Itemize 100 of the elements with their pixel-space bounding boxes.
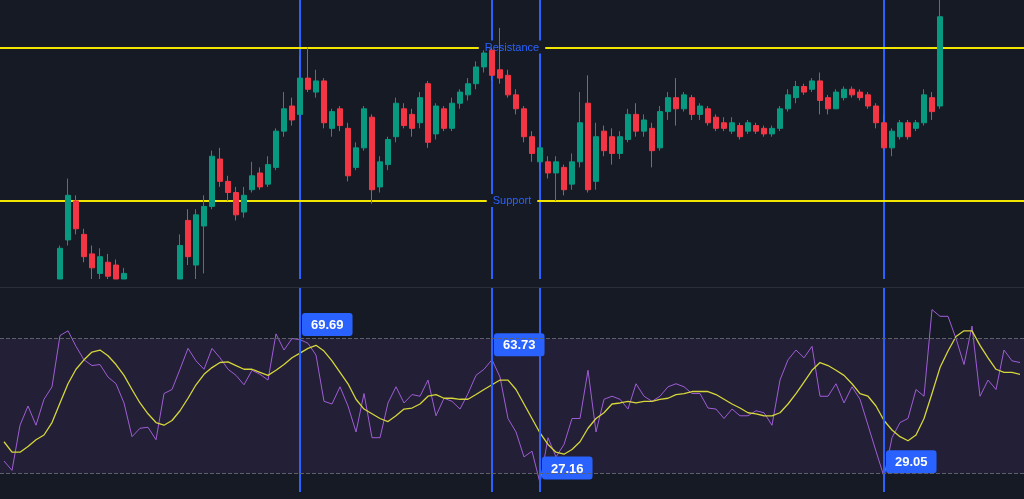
candlestick — [241, 186, 247, 219]
candlestick — [713, 113, 719, 132]
candlestick — [913, 119, 919, 132]
candlestick — [729, 116, 735, 135]
candlestick — [313, 69, 319, 99]
candlestick — [305, 46, 311, 93]
candlestick — [417, 91, 423, 129]
candlestick — [745, 119, 751, 135]
candlestick — [545, 155, 551, 180]
candlestick — [377, 155, 383, 194]
candlestick — [433, 102, 439, 140]
candlestick — [249, 161, 255, 194]
candlestick — [473, 60, 479, 90]
candlestick — [937, 0, 943, 110]
candlestick — [297, 55, 303, 118]
candlestick — [273, 127, 279, 171]
candlestick — [97, 247, 103, 280]
candlestick — [633, 102, 639, 138]
candlestick — [505, 69, 511, 99]
candlestick — [833, 88, 839, 110]
candlestick — [785, 88, 791, 113]
candlestick — [225, 175, 231, 202]
candlestick — [897, 119, 903, 140]
candlestick — [89, 245, 95, 280]
candlestick — [873, 102, 879, 129]
candlestick — [641, 113, 647, 138]
candlestick — [233, 186, 239, 221]
candlestick — [201, 194, 207, 274]
candlestick — [209, 150, 215, 210]
candlestick — [481, 49, 487, 74]
candlestick — [681, 91, 687, 113]
candlestick — [761, 125, 767, 138]
candlestick — [265, 155, 271, 188]
candlestick — [401, 102, 407, 129]
candlestick — [553, 155, 559, 202]
candlestick — [809, 77, 815, 93]
candlestick — [105, 253, 111, 280]
ref-line-label: Support — [492, 194, 532, 207]
candlestick — [65, 178, 71, 247]
candlestick — [441, 105, 447, 132]
candlestick — [857, 88, 863, 101]
candlestick — [81, 228, 87, 263]
candlestick — [193, 208, 199, 280]
candlestick — [849, 85, 855, 99]
candlestick — [689, 94, 695, 121]
candlestick — [753, 122, 759, 135]
candlestick — [697, 102, 703, 121]
candlestick — [113, 258, 119, 280]
candlestick — [793, 80, 799, 104]
candlestick — [817, 72, 823, 115]
candlestick — [177, 233, 183, 280]
candlestick — [593, 122, 599, 191]
candlestick — [465, 77, 471, 101]
candlestick — [841, 85, 847, 101]
candlestick — [121, 267, 127, 280]
candlestick — [321, 77, 327, 129]
candlestick — [457, 88, 463, 110]
candlestick — [649, 122, 655, 168]
candlestick — [217, 147, 223, 188]
candlestick — [769, 125, 775, 138]
candlestick — [609, 127, 615, 166]
data-label: 29.05 — [895, 454, 928, 470]
candlestick — [905, 119, 911, 140]
candlestick — [185, 208, 191, 266]
candlestick — [569, 152, 575, 191]
candlestick — [449, 97, 455, 132]
candlestick — [625, 108, 631, 143]
candlestick — [665, 91, 671, 121]
candlestick — [257, 166, 263, 191]
candlestick — [409, 108, 415, 138]
candlestick — [425, 80, 431, 149]
candlestick — [577, 91, 583, 168]
candlestick — [881, 113, 887, 152]
candlestick — [289, 97, 295, 127]
data-label: 69.69 — [311, 317, 344, 333]
candlestick — [673, 77, 679, 127]
candlestick — [537, 141, 543, 171]
candlestick — [73, 194, 79, 235]
candlestick — [921, 88, 927, 127]
candlestick — [929, 91, 935, 121]
candlestick — [385, 136, 391, 171]
candlestick — [521, 105, 527, 143]
data-label: 27.16 — [551, 460, 584, 476]
candlestick — [657, 105, 663, 152]
candlestick — [361, 105, 367, 152]
candlestick — [601, 125, 607, 157]
candlestick — [721, 116, 727, 132]
candlestick — [529, 130, 535, 163]
candlestick — [737, 122, 743, 140]
candlestick — [777, 105, 783, 132]
candlestick — [705, 105, 711, 127]
candlestick — [561, 164, 567, 196]
candlestick — [57, 245, 63, 280]
data-label: 63.73 — [503, 337, 536, 353]
candlestick — [825, 94, 831, 115]
candlestick — [369, 113, 375, 205]
candlestick — [889, 127, 895, 157]
candlestick — [801, 83, 807, 96]
candlestick — [865, 91, 871, 110]
candlestick — [345, 122, 351, 182]
